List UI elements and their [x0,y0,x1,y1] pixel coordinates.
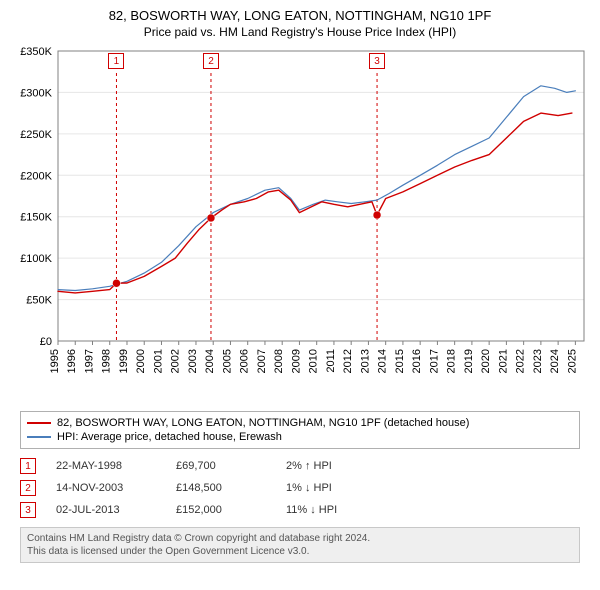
legend-item: HPI: Average price, detached house, Erew… [27,430,573,444]
transaction-badge: 1 [20,458,36,474]
svg-text:2007: 2007 [256,349,268,373]
transaction-row: 2 14-NOV-2003 £148,500 1% ↓ HPI [20,477,580,499]
svg-text:£300K: £300K [20,87,52,99]
transaction-price: £148,500 [176,482,266,494]
legend-label: HPI: Average price, detached house, Erew… [57,431,282,443]
legend-swatch [27,422,51,424]
svg-text:£100K: £100K [20,253,52,265]
transaction-list: 1 22-MAY-1998 £69,700 2% ↑ HPI 2 14-NOV-2003 £… [20,455,580,521]
svg-text:2009: 2009 [290,349,302,373]
svg-text:£150K: £150K [20,212,52,224]
attribution-line-2: This data is licensed under the Open Gov… [27,545,573,558]
chart-area: £0 £50K £100K £150K £200K £250K £300K £350K 1995… [10,45,590,405]
legend-item: 82, BOSWORTH WAY, LONG EATON, NOTTINGHAM… [27,416,573,430]
svg-text:1997: 1997 [83,349,95,373]
svg-text:2014: 2014 [377,349,389,373]
svg-text:£250K: £250K [20,129,52,141]
svg-text:2001: 2001 [152,349,164,373]
legend-label: 82, BOSWORTH WAY, LONG EATON, NOTTINGHAM… [57,417,469,429]
chart-svg: £0 £50K £100K £150K £200K £250K £300K £350K 1995… [10,45,590,405]
transaction-row: 3 02-JUL-2013 £152,000 11% ↓ HPI [20,499,580,521]
svg-text:2018: 2018 [446,349,458,373]
transaction-date: 14-NOV-2003 [56,482,156,494]
svg-text:1996: 1996 [66,349,78,373]
chart-marker-badge: 1 [108,53,124,69]
legend-swatch [27,436,51,438]
svg-text:2002: 2002 [170,349,182,373]
svg-text:2020: 2020 [480,349,492,373]
svg-text:2016: 2016 [411,349,423,373]
transaction-date: 02-JUL-2013 [56,504,156,516]
svg-text:£50K: £50K [26,295,52,307]
transaction-hpi-delta: 11% ↓ HPI [286,504,406,516]
chart-marker-badge: 2 [203,53,219,69]
chart-subtitle: Price paid vs. HM Land Registry's House … [10,25,590,39]
transaction-badge: 3 [20,502,36,518]
svg-text:£200K: £200K [20,170,52,182]
svg-text:2000: 2000 [135,349,147,373]
svg-text:2012: 2012 [342,349,354,373]
attribution-line-1: Contains HM Land Registry data © Crown c… [27,532,573,545]
svg-text:2006: 2006 [239,349,251,373]
svg-text:1999: 1999 [118,349,130,373]
svg-text:2022: 2022 [515,349,527,373]
transaction-hpi-delta: 1% ↓ HPI [286,482,406,494]
svg-text:2024: 2024 [549,349,561,373]
svg-text:2021: 2021 [497,349,509,373]
svg-text:2004: 2004 [204,349,216,373]
svg-text:2008: 2008 [273,349,285,373]
svg-text:2025: 2025 [566,349,578,373]
transaction-badge: 2 [20,480,36,496]
svg-text:2005: 2005 [221,349,233,373]
transaction-row: 1 22-MAY-1998 £69,700 2% ↑ HPI [20,455,580,477]
attribution: Contains HM Land Registry data © Crown c… [20,527,580,563]
svg-text:2023: 2023 [532,349,544,373]
svg-text:2010: 2010 [308,349,320,373]
chart-title: 82, BOSWORTH WAY, LONG EATON, NOTTINGHAM… [10,8,590,23]
svg-text:1995: 1995 [49,349,61,373]
svg-text:1998: 1998 [101,349,113,373]
svg-text:2015: 2015 [394,349,406,373]
transaction-price: £69,700 [176,460,266,472]
chart-marker-badge: 3 [369,53,385,69]
svg-text:£350K: £350K [20,46,52,58]
svg-text:2003: 2003 [187,349,199,373]
transaction-date: 22-MAY-1998 [56,460,156,472]
svg-text:£0: £0 [40,336,52,348]
svg-text:2017: 2017 [428,349,440,373]
transaction-price: £152,000 [176,504,266,516]
svg-text:2011: 2011 [325,349,337,373]
svg-text:2013: 2013 [359,349,371,373]
svg-text:2019: 2019 [463,349,475,373]
transaction-hpi-delta: 2% ↑ HPI [286,460,406,472]
legend: 82, BOSWORTH WAY, LONG EATON, NOTTINGHAM… [20,411,580,449]
chart-container: 82, BOSWORTH WAY, LONG EATON, NOTTINGHAM… [0,0,600,573]
